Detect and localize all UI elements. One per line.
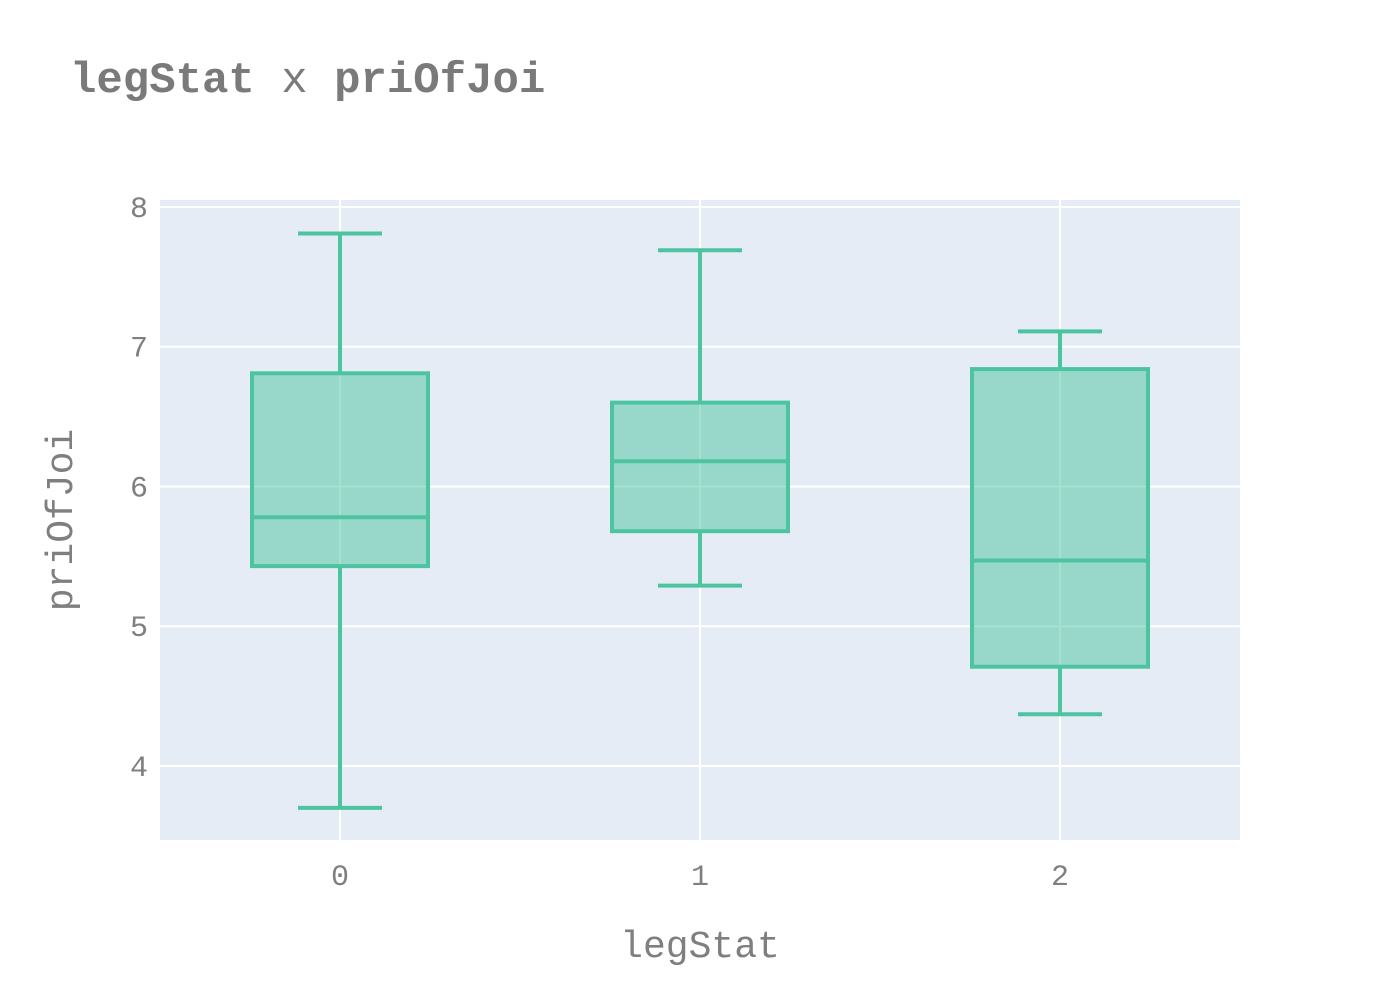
y-tick-label: 4 — [130, 752, 148, 786]
y-axis-title: priOfJoi — [41, 429, 84, 611]
y-tick-label: 5 — [130, 612, 148, 646]
x-tick-label: 0 — [331, 861, 349, 895]
box-0 — [250, 231, 430, 810]
y-tick-label: 8 — [130, 193, 148, 227]
box-2 — [970, 329, 1150, 717]
chart-title: legStat x priOfJoi — [70, 56, 545, 106]
iqr-box — [970, 367, 1150, 669]
tick-labels: 4 5 6 7 8 0 1 2 — [130, 193, 1069, 895]
boxes — [250, 231, 1150, 810]
x-tick-label: 2 — [1051, 861, 1069, 895]
y-tick-label: 7 — [130, 333, 148, 367]
chart-title-separator: x — [254, 56, 335, 106]
x-tick-label: 1 — [691, 861, 709, 895]
x-axis-title: legStat — [620, 926, 780, 969]
box-1 — [610, 248, 790, 588]
y-tick-label: 6 — [130, 472, 148, 506]
chart-title-right: priOfJoi — [334, 56, 546, 106]
chart-title-left: legStat — [70, 56, 255, 106]
iqr-box — [610, 400, 790, 534]
iqr-box — [250, 371, 430, 569]
